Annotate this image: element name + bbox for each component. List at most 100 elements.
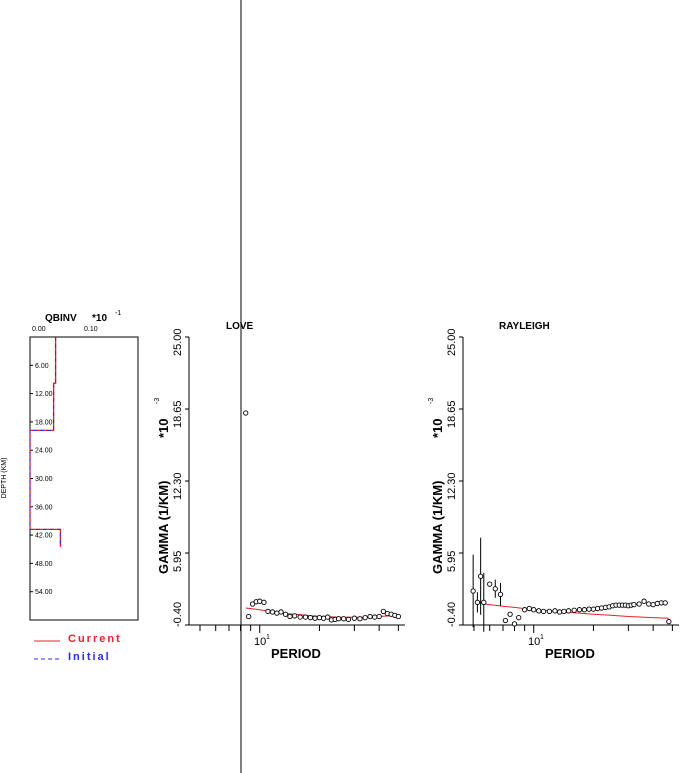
rayleigh-data-point — [470, 588, 476, 594]
rayleigh-data-point — [546, 608, 553, 615]
love-x-tick-exp: 1 — [266, 634, 270, 641]
rayleigh-data-point — [507, 611, 513, 617]
qbinv-y-tick-label: 12.00 — [35, 391, 53, 398]
qbinv-x-exponent: -1 — [115, 310, 121, 317]
rayleigh-title: RAYLEIGH — [499, 321, 550, 332]
rayleigh-data-point — [571, 607, 577, 613]
rayleigh-data-point — [576, 607, 583, 613]
love-y-multiplier: *10 — [156, 418, 171, 438]
love-title: LOVE — [226, 321, 254, 332]
rayleigh-x-tick-label: 10 — [528, 636, 540, 648]
rayleigh-data-point — [641, 598, 647, 604]
rayleigh-data-point — [581, 607, 588, 613]
love-data-point — [243, 410, 249, 416]
qbinv-x-tick-1: 0.10 — [84, 326, 98, 333]
rayleigh-data-point — [521, 607, 528, 613]
rayleigh-data-point — [526, 605, 532, 612]
qbinv-x-multiplier: *10 — [92, 313, 107, 324]
rayleigh-y-tick-label: -0.40 — [446, 602, 458, 627]
rayleigh-y-tick-label: 5.95 — [446, 551, 458, 572]
rayleigh-y-multiplier: *10 — [430, 418, 445, 438]
love-data-point — [261, 599, 267, 605]
love-data-point — [282, 611, 289, 617]
love-y-exponent: -3 — [154, 398, 161, 404]
rayleigh-data-point — [511, 621, 518, 627]
rayleigh-data-point — [586, 606, 592, 612]
rayleigh-data-point — [636, 601, 642, 607]
love-data-point — [345, 616, 352, 622]
love-y-tick-label: 12.30 — [172, 472, 184, 500]
love-y-tick-label: 5.95 — [172, 551, 184, 572]
rayleigh-data-point — [552, 608, 558, 614]
qbinv-y-label: DEPTH (KM) — [1, 458, 8, 499]
love-data-point — [362, 614, 368, 621]
rayleigh-data-point — [590, 606, 597, 612]
qbinv-y-tick-label: 54.00 — [35, 589, 53, 596]
love-data-point — [297, 614, 303, 620]
rayleigh-y-label: GAMMA (1/KM) — [430, 481, 445, 574]
qbinv-y-tick-label: 6.00 — [35, 363, 49, 370]
love-data-point — [278, 609, 284, 615]
love-x-label: PERIOD — [271, 646, 321, 661]
legend-initial-label: Initial — [68, 651, 111, 663]
love-data-point — [372, 614, 378, 620]
love-y-tick-label: 18.65 — [172, 400, 184, 428]
love-data-point — [287, 613, 293, 620]
rayleigh-y-tick-label: 12.30 — [446, 472, 458, 500]
qbinv-title: QBINV — [45, 313, 77, 324]
love-x-tick-label: 10 — [254, 636, 266, 648]
qbinv-x-tick-0: 0.00 — [32, 326, 46, 333]
love-data-point — [246, 613, 252, 620]
love-data-point — [249, 601, 256, 607]
love-data-point — [395, 613, 402, 620]
rayleigh-y-tick-label: 18.65 — [446, 400, 458, 428]
rayleigh-data-point — [650, 601, 656, 608]
love-data-point — [269, 609, 276, 615]
rayleigh-data-point — [540, 608, 547, 615]
love-data-point — [324, 614, 331, 620]
rayleigh-y-exponent: -3 — [428, 398, 435, 404]
rayleigh-data-point — [492, 586, 498, 592]
rayleigh-data-point — [536, 608, 542, 614]
rayleigh-data-point — [502, 617, 509, 624]
love-data-point — [380, 608, 387, 615]
love-data-point — [341, 616, 347, 622]
love-data-point — [351, 615, 358, 621]
rayleigh-data-point — [516, 614, 522, 621]
rayleigh-data-point — [646, 601, 652, 607]
love-data-point — [312, 615, 318, 621]
love-data-point — [302, 614, 309, 620]
rayleigh-data-point — [474, 599, 481, 605]
love-y-tick-label: 25.00 — [172, 328, 184, 356]
qbinv-initial-line — [29, 337, 61, 547]
rayleigh-panel: RAYLEIGH GAMMA (1/KM) *10 -3 PERIOD 10 1… — [428, 321, 679, 661]
rayleigh-data-point — [561, 608, 567, 615]
rayleigh-data-point — [477, 573, 484, 579]
love-data-point — [367, 613, 373, 620]
qbinv-y-tick-label: 48.00 — [35, 561, 53, 568]
rayleigh-data-point — [497, 591, 504, 598]
qbinv-panel: QBINV *10 -1 0.00 0.10 DEPTH (KM) 6.00 12… — [1, 310, 139, 621]
rayleigh-data-point — [531, 607, 537, 613]
love-data-point — [357, 616, 363, 622]
love-data-point — [265, 608, 271, 615]
love-panel: LOVE GAMMA (1/KM) *10 -3 PERIOD 10 1 -0.… — [154, 321, 405, 661]
rayleigh-data-point — [566, 608, 572, 614]
love-data-point — [336, 616, 342, 622]
rayleigh-data-point — [631, 601, 637, 608]
rayleigh-data-point — [481, 599, 487, 605]
love-y-label: GAMMA (1/KM) — [156, 481, 171, 574]
qbinv-y-tick-label: 42.00 — [35, 533, 53, 540]
rayleigh-data-point — [662, 600, 668, 606]
qbinv-y-tick-label: 30.00 — [35, 476, 53, 483]
love-data-point — [257, 598, 263, 604]
legend-current-label: Current — [68, 633, 122, 645]
qbinv-y-tick-label: 24.00 — [35, 448, 53, 455]
love-data-point — [376, 613, 382, 620]
love-data-point — [292, 613, 298, 619]
rayleigh-x-tick-exp: 1 — [540, 634, 544, 641]
qbinv-y-tick-label: 36.00 — [35, 504, 53, 511]
rayleigh-y-tick-label: 25.00 — [446, 328, 458, 356]
rayleigh-x-label: PERIOD — [545, 646, 595, 661]
